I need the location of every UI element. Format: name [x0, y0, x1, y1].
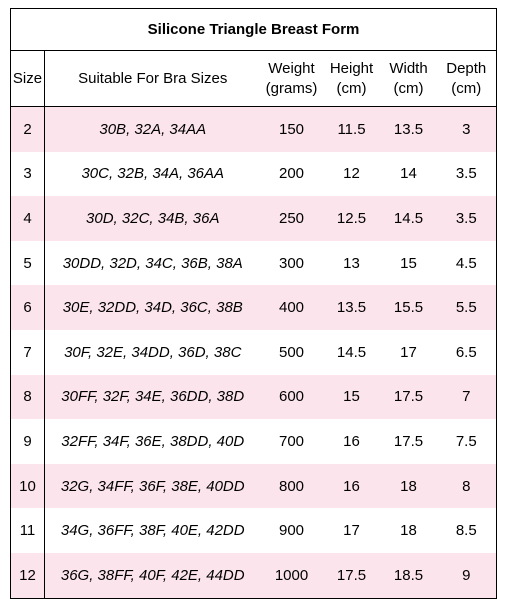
cell-width: 15 [400, 254, 417, 272]
cell-height: 17 [343, 522, 360, 540]
cell-height: 14.5 [336, 343, 367, 361]
cell-size: 11 [10, 508, 45, 553]
table-row: 2 30B, 32A, 34AA 150 11.5 13.5 3 [10, 106, 497, 152]
cell-width: 17.5 [380, 374, 437, 420]
table-row: 9 32FF, 34F, 36E, 38DD, 40D 700 16 17.5 … [10, 419, 497, 464]
size-chart: Silicone Triangle Breast Form Size Suita… [9, 8, 498, 599]
cell-bra-sizes: 36G, 38FF, 40F, 42E, 44DD [44, 552, 261, 599]
cell-width: 14 [400, 165, 417, 183]
cell-width: 18.5 [380, 552, 437, 599]
cell-width: 18 [400, 522, 417, 540]
cell-height: 16 [343, 432, 360, 450]
cell-height: 15 [322, 374, 381, 420]
header-height: Height (cm) [322, 50, 381, 107]
header-depth: Depth (cm) [436, 50, 497, 107]
table-row: 12 36G, 38FF, 40F, 42E, 44DD 1000 17.5 1… [10, 552, 497, 599]
cell-width: 13.5 [380, 106, 437, 152]
cell-depth: 3.5 [436, 196, 497, 241]
header-width: Width (cm) [380, 50, 437, 107]
cell-size: 10 [10, 463, 45, 509]
cell-height: 12.5 [322, 196, 381, 241]
cell-weight: 150 [260, 106, 323, 152]
header-row: Size Suitable For Bra Sizes Weight (grams… [10, 50, 497, 107]
cell-depth: 7.5 [455, 432, 477, 450]
cell-depth: 9 [436, 552, 497, 599]
cell-bra-sizes: 30B, 32A, 34AA [44, 106, 261, 152]
cell-width: 15.5 [380, 285, 437, 330]
cell-weight: 500 [278, 343, 305, 361]
cell-weight: 600 [260, 374, 323, 420]
cell-bra-sizes: 34G, 36FF, 38F, 40E, 42DD [60, 522, 245, 540]
table-row: 5 30DD, 32D, 34C, 36B, 38A 300 13 15 4.5 [10, 240, 497, 286]
cell-bra-sizes: 30E, 32DD, 34D, 36C, 38B [44, 285, 261, 330]
cell-size: 6 [10, 285, 45, 330]
cell-bra-sizes: 30C, 32B, 34A, 36AA [81, 165, 225, 183]
header-weight-label: Weight [268, 59, 315, 77]
cell-weight: 800 [260, 463, 323, 509]
cell-width: 18 [380, 463, 437, 509]
header-depth-unit: (cm) [451, 79, 482, 97]
cell-bra-sizes: 30F, 32E, 34DD, 36D, 38C [64, 343, 242, 361]
cell-size: 3 [10, 151, 45, 197]
cell-depth: 5.5 [436, 285, 497, 330]
cell-size: 8 [10, 374, 45, 420]
size-table: Silicone Triangle Breast Form Size Suita… [9, 8, 498, 599]
cell-height: 12 [343, 165, 360, 183]
cell-height: 16 [322, 463, 381, 509]
cell-depth: 8 [436, 463, 497, 509]
cell-size: 5 [10, 240, 45, 286]
cell-height: 17.5 [322, 552, 381, 599]
cell-height: 13 [343, 254, 360, 272]
cell-weight: 400 [260, 285, 323, 330]
cell-width: 17 [400, 343, 417, 361]
cell-height: 11.5 [322, 106, 381, 152]
cell-weight: 1000 [260, 552, 323, 599]
cell-size: 9 [10, 419, 45, 464]
cell-depth: 8.5 [455, 522, 477, 540]
table-row: 4 30D, 32C, 34B, 36A 250 12.5 14.5 3.5 [10, 196, 497, 241]
cell-weight: 300 [278, 254, 305, 272]
cell-width: 17.5 [393, 432, 424, 450]
header-weight: Weight (grams) [260, 50, 323, 107]
cell-bra-sizes: 30DD, 32D, 34C, 36B, 38A [62, 254, 243, 272]
header-size: Size [10, 50, 45, 107]
cell-weight: 250 [260, 196, 323, 241]
cell-depth: 7 [436, 374, 497, 420]
table-title: Silicone Triangle Breast Form [9, 8, 498, 51]
table-row: 10 32G, 34FF, 36F, 38E, 40DD 800 16 18 8 [10, 463, 497, 509]
cell-bra-sizes: 32FF, 34F, 36E, 38DD, 40D [61, 432, 245, 450]
cell-weight: 700 [278, 432, 305, 450]
cell-size: 7 [10, 329, 45, 375]
table-row: 8 30FF, 32F, 34E, 36DD, 38D 600 15 17.5 … [10, 374, 497, 420]
table-row: 6 30E, 32DD, 34D, 36C, 38B 400 13.5 15.5… [10, 285, 497, 330]
header-height-label: Height [329, 59, 374, 77]
title-row: Silicone Triangle Breast Form [9, 8, 498, 51]
header-bra-sizes: Suitable For Bra Sizes [44, 50, 261, 107]
cell-bra-sizes: 32G, 34FF, 36F, 38E, 40DD [44, 463, 261, 509]
cell-size: 2 [10, 106, 45, 152]
cell-weight: 200 [278, 165, 305, 183]
cell-bra-sizes: 30D, 32C, 34B, 36A [44, 196, 261, 241]
cell-depth: 6.5 [455, 343, 477, 361]
cell-width: 14.5 [380, 196, 437, 241]
header-weight-unit: (grams) [265, 79, 318, 97]
header-height-unit: (cm) [336, 79, 367, 97]
cell-size: 4 [10, 196, 45, 241]
header-depth-label: Depth [446, 59, 487, 77]
cell-depth: 3.5 [455, 165, 477, 183]
cell-height: 13.5 [322, 285, 381, 330]
cell-size: 12 [10, 552, 45, 599]
cell-weight: 900 [278, 522, 305, 540]
cell-depth: 3 [436, 106, 497, 152]
cell-bra-sizes: 30FF, 32F, 34E, 36DD, 38D [44, 374, 261, 420]
cell-depth: 4.5 [455, 254, 477, 272]
table-row: 3 30C, 32B, 34A, 36AA 200 12 14 3.5 [10, 151, 497, 197]
table-row: 11 34G, 36FF, 38F, 40E, 42DD 900 17 18 8… [10, 508, 497, 553]
header-width-label: Width [389, 59, 428, 77]
table-row: 7 30F, 32E, 34DD, 36D, 38C 500 14.5 17 6… [10, 329, 497, 375]
header-width-unit: (cm) [393, 79, 424, 97]
